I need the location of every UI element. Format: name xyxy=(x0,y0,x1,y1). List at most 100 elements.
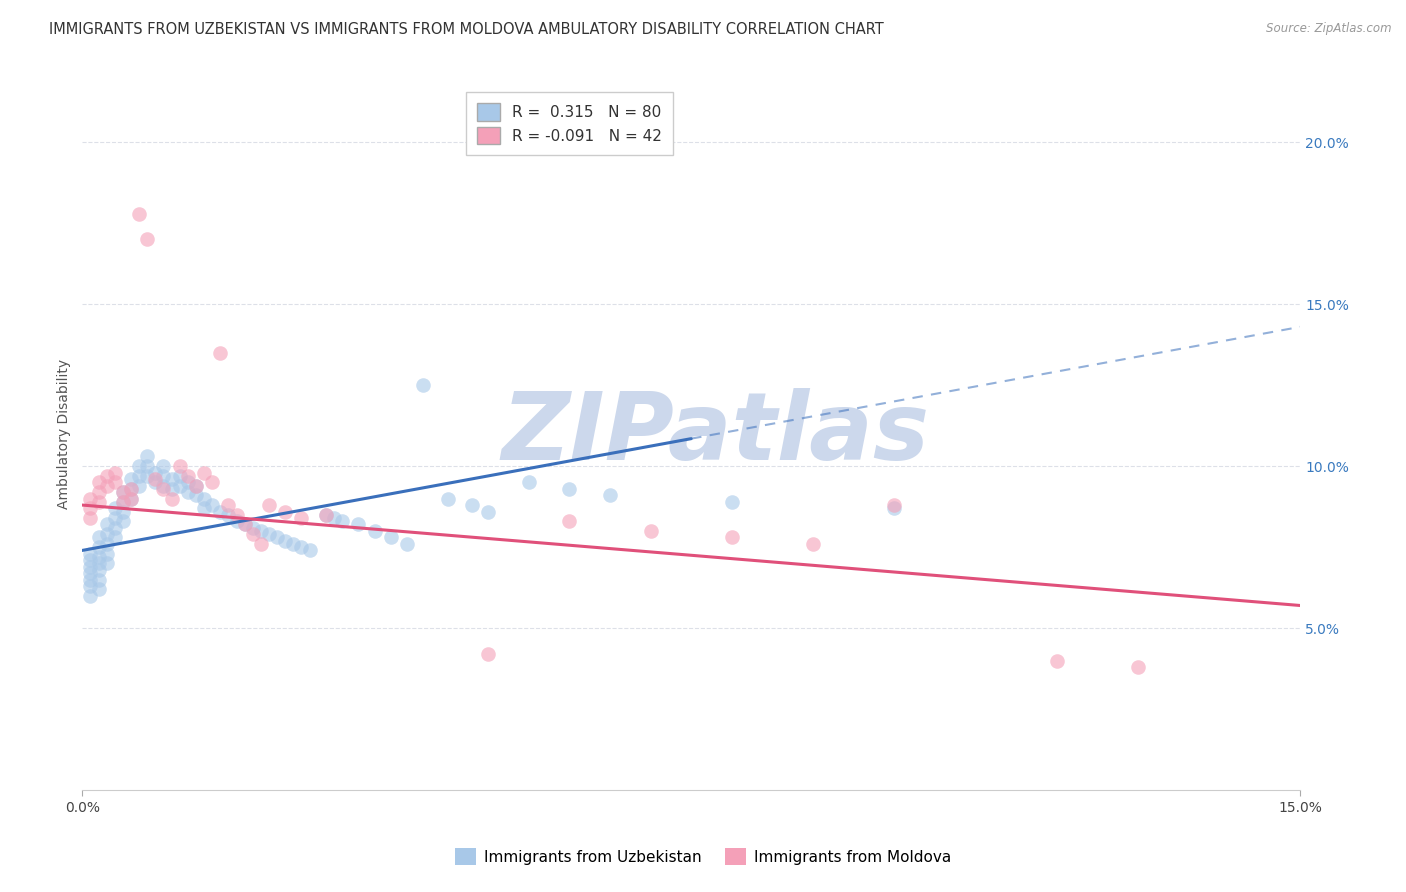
Point xyxy=(120,491,142,506)
Point xyxy=(111,485,134,500)
Point xyxy=(143,475,166,490)
Point xyxy=(1126,660,1149,674)
Point xyxy=(250,524,273,538)
Point xyxy=(257,498,280,512)
Point xyxy=(79,511,101,525)
Point xyxy=(436,491,458,506)
Point xyxy=(111,504,134,518)
Point xyxy=(169,459,191,474)
Point xyxy=(79,589,101,603)
Point xyxy=(242,521,264,535)
Point xyxy=(461,498,484,512)
Point xyxy=(79,559,101,574)
Point xyxy=(79,547,101,561)
Point xyxy=(104,511,127,525)
Point xyxy=(274,533,297,548)
Y-axis label: Ambulatory Disability: Ambulatory Disability xyxy=(58,359,72,508)
Point xyxy=(87,531,110,545)
Point xyxy=(104,501,127,516)
Point xyxy=(87,485,110,500)
Point xyxy=(169,469,191,483)
Point xyxy=(96,517,118,532)
Point xyxy=(177,469,200,483)
Point xyxy=(120,472,142,486)
Point xyxy=(128,478,150,492)
Point xyxy=(120,482,142,496)
Point xyxy=(233,517,256,532)
Point xyxy=(225,508,247,522)
Point xyxy=(160,472,183,486)
Point xyxy=(87,475,110,490)
Point xyxy=(104,521,127,535)
Point xyxy=(217,498,239,512)
Text: IMMIGRANTS FROM UZBEKISTAN VS IMMIGRANTS FROM MOLDOVA AMBULATORY DISABILITY CORR: IMMIGRANTS FROM UZBEKISTAN VS IMMIGRANTS… xyxy=(49,22,884,37)
Point xyxy=(225,514,247,528)
Point xyxy=(120,491,142,506)
Point xyxy=(128,459,150,474)
Point xyxy=(720,531,742,545)
Point xyxy=(96,527,118,541)
Point xyxy=(136,232,159,246)
Point xyxy=(143,472,166,486)
Point xyxy=(128,469,150,483)
Point xyxy=(79,573,101,587)
Point xyxy=(412,378,434,392)
Point xyxy=(104,475,127,490)
Point xyxy=(87,495,110,509)
Point xyxy=(266,531,288,545)
Point xyxy=(177,485,200,500)
Point xyxy=(363,524,385,538)
Point xyxy=(201,498,224,512)
Point xyxy=(883,501,905,516)
Point xyxy=(883,498,905,512)
Legend: Immigrants from Uzbekistan, Immigrants from Moldova: Immigrants from Uzbekistan, Immigrants f… xyxy=(449,842,957,871)
Point xyxy=(111,495,134,509)
Point xyxy=(96,537,118,551)
Point xyxy=(290,540,312,554)
Point xyxy=(558,514,581,528)
Point xyxy=(79,566,101,580)
Point xyxy=(104,531,127,545)
Point xyxy=(128,206,150,220)
Point xyxy=(136,450,159,464)
Text: Source: ZipAtlas.com: Source: ZipAtlas.com xyxy=(1267,22,1392,36)
Point xyxy=(96,557,118,571)
Point xyxy=(136,469,159,483)
Point xyxy=(801,537,824,551)
Point xyxy=(120,482,142,496)
Point xyxy=(111,495,134,509)
Point xyxy=(111,485,134,500)
Point xyxy=(250,537,273,551)
Point xyxy=(169,478,191,492)
Point xyxy=(233,517,256,532)
Point xyxy=(283,537,305,551)
Point xyxy=(558,482,581,496)
Point xyxy=(315,508,337,522)
Text: ZIPatlas: ZIPatlas xyxy=(502,388,929,480)
Point xyxy=(87,549,110,564)
Point xyxy=(96,547,118,561)
Point xyxy=(330,514,353,528)
Point xyxy=(79,579,101,593)
Point xyxy=(477,504,499,518)
Point xyxy=(160,482,183,496)
Point xyxy=(152,459,174,474)
Point xyxy=(96,469,118,483)
Point xyxy=(201,475,224,490)
Point xyxy=(96,478,118,492)
Point xyxy=(177,475,200,490)
Point xyxy=(380,531,402,545)
Point xyxy=(152,469,174,483)
Point xyxy=(152,478,174,492)
Point xyxy=(111,514,134,528)
Point xyxy=(193,491,215,506)
Point xyxy=(87,563,110,577)
Point xyxy=(104,466,127,480)
Point xyxy=(298,543,321,558)
Point xyxy=(143,466,166,480)
Legend: R =  0.315   N = 80, R = -0.091   N = 42: R = 0.315 N = 80, R = -0.091 N = 42 xyxy=(467,92,672,155)
Point xyxy=(79,501,101,516)
Point xyxy=(290,511,312,525)
Point xyxy=(79,491,101,506)
Point xyxy=(209,346,232,360)
